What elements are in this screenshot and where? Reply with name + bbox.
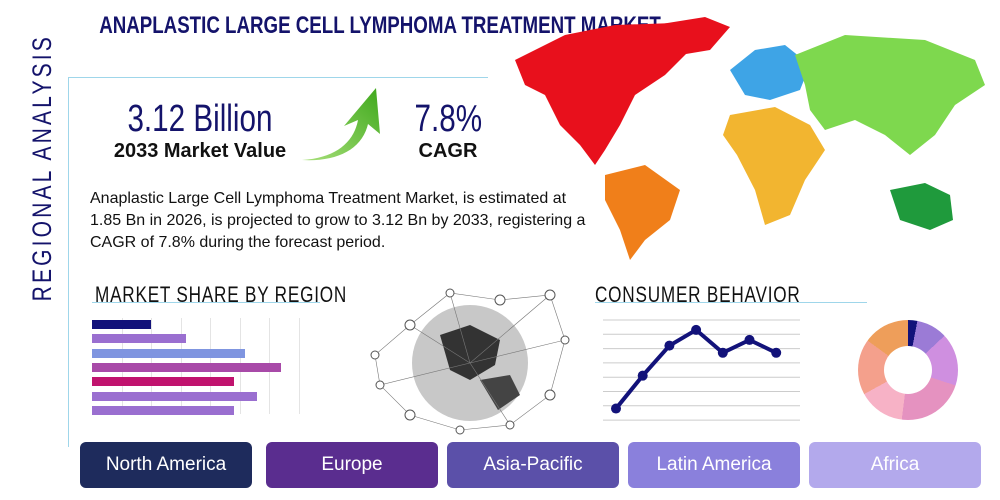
consumer-donut-chart — [858, 320, 958, 420]
page-title: ANAPLASTIC LARGE CELL LYMPHOMA TREATMENT… — [99, 12, 661, 39]
line-point — [744, 334, 755, 345]
section-divider — [595, 302, 867, 303]
consumer-line-chart — [603, 319, 800, 421]
growth-arrow-icon — [302, 88, 380, 161]
line-point — [771, 347, 782, 358]
cagr-block: 7.8% CAGR — [400, 100, 496, 163]
globe-network-illustration — [370, 288, 570, 435]
region-button-north-america[interactable]: North America — [80, 442, 252, 488]
cagr-label: CAGR — [418, 140, 478, 162]
market-description: Anaplastic Large Cell Lymphoma Treatment… — [90, 190, 586, 251]
line-point — [611, 403, 621, 414]
region-button-latin-america[interactable]: Latin America — [628, 442, 800, 488]
market-share-bar — [92, 348, 246, 358]
side-label: REGIONAL ANALYSIS — [27, 34, 57, 302]
gridline — [298, 318, 300, 414]
region-button-europe[interactable]: Europe — [266, 442, 438, 488]
donut-hole — [884, 346, 932, 394]
market-share-bar — [92, 391, 258, 401]
cagr-value: 7.8% — [414, 98, 482, 140]
world-map — [515, 17, 985, 260]
africa-region — [723, 107, 825, 225]
market-share-bar — [92, 320, 151, 329]
north-america-region — [515, 23, 705, 165]
greenland-region — [655, 17, 730, 55]
market-share-bar — [92, 377, 234, 387]
line-point — [664, 340, 675, 351]
market-value-label: 2033 Market Value — [113, 140, 287, 162]
frame-divider — [68, 77, 69, 447]
region-button-africa[interactable]: Africa — [809, 442, 981, 488]
line-point — [717, 347, 728, 358]
market-share-bar — [92, 362, 281, 372]
section-divider — [92, 302, 320, 303]
consumer-behavior-title: CONSUMER BEHAVIOR — [595, 282, 801, 307]
market-share-bar — [92, 334, 187, 344]
asia-region — [795, 35, 985, 155]
oceania-region — [890, 183, 953, 230]
frame-divider — [68, 77, 488, 78]
line-point — [637, 370, 648, 381]
region-button-asia-pacific[interactable]: Asia-Pacific — [447, 442, 619, 488]
market-value: 3.12 Billion — [127, 98, 273, 140]
south-america-region — [605, 165, 680, 260]
line-point — [691, 324, 702, 335]
market-value-block: 3.12 Billion 2033 Market Value — [100, 100, 300, 163]
europe-region — [730, 45, 810, 100]
market-share-bar — [92, 405, 234, 415]
